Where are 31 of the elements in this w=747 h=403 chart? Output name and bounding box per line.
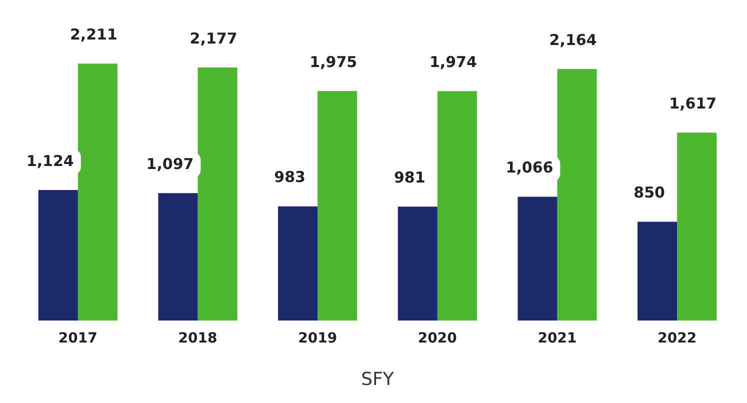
x-tick-label: 2022 [658, 330, 697, 347]
bar [198, 68, 238, 321]
data-label: 2,211 [70, 25, 118, 44]
data-label: 981 [394, 168, 426, 186]
bar [398, 206, 438, 321]
data-label: 1,617 [669, 94, 717, 113]
bar [38, 190, 78, 321]
bar [158, 193, 198, 321]
data-label: 850 [634, 184, 665, 202]
bar [318, 91, 358, 321]
data-label: 983 [274, 168, 306, 186]
bar [437, 91, 477, 321]
bar [278, 206, 318, 321]
bar [557, 69, 597, 321]
x-tick-label: 2020 [418, 330, 458, 347]
data-label: 1,974 [429, 53, 477, 72]
data-label: 1,124 [26, 152, 74, 170]
data-label: 2,177 [190, 29, 238, 48]
bar [638, 222, 678, 321]
x-tick-label: 2021 [538, 330, 577, 347]
data-label: 1,097 [146, 154, 194, 173]
data-label: 2,164 [549, 30, 597, 49]
data-label: 1,066 [506, 158, 554, 177]
x-axis-title: SFY [361, 368, 395, 390]
x-tick-label: 2018 [178, 330, 218, 347]
x-tick-label: 2017 [58, 330, 98, 347]
bar [677, 132, 717, 321]
bar [518, 196, 558, 321]
data-label: 1,975 [310, 52, 358, 71]
x-tick-label: 2019 [298, 330, 338, 347]
bar [78, 64, 118, 321]
